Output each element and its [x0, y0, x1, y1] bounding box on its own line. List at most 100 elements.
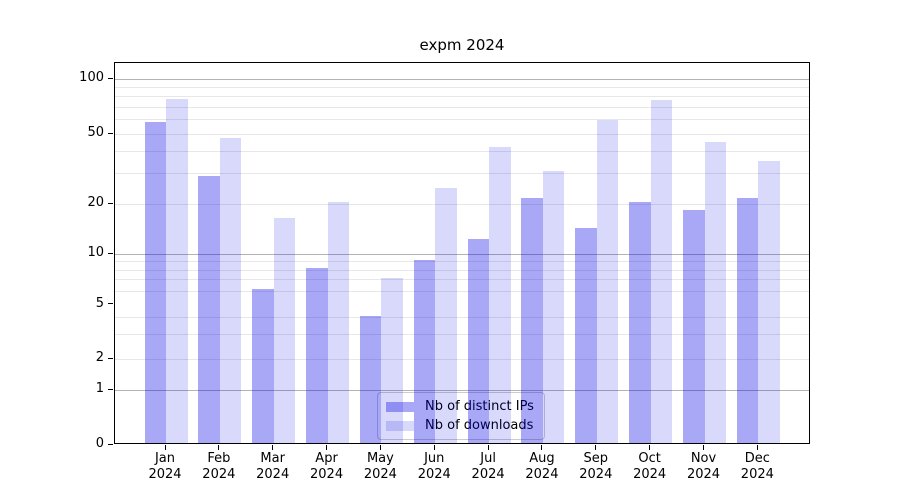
x-tick-year: 2024	[686, 467, 721, 482]
bar-distinct-ips-oct	[629, 202, 651, 443]
y-gridline-minor	[115, 334, 809, 336]
x-tick-mark	[595, 445, 597, 450]
y-tick-label: 1	[95, 381, 104, 396]
bar-distinct-ips-feb	[198, 176, 220, 443]
legend-swatch-distinct-ips	[386, 401, 414, 412]
x-tick-month: Jun	[424, 451, 445, 466]
x-tick-label-feb: Feb 2024	[187, 451, 251, 483]
y-gridline-major	[115, 253, 809, 255]
x-tick-mark	[326, 445, 328, 450]
x-tick-year: 2024	[471, 467, 505, 482]
bar-downloads-aug	[542, 171, 565, 443]
x-tick-year: 2024	[525, 467, 559, 482]
y-gridline-minor	[115, 290, 809, 292]
bar-downloads-oct	[650, 99, 673, 443]
x-tick-year: 2024	[633, 467, 667, 482]
x-tick-year: 2024	[740, 467, 774, 482]
x-tick-month: Dec	[744, 451, 770, 466]
x-tick-label-may: May 2024	[348, 451, 412, 483]
x-tick-label-jan: Jan 2024	[133, 451, 197, 483]
bar-downloads-jun	[435, 188, 457, 443]
x-tick-month: Feb	[207, 451, 231, 466]
y-gridline-minor	[115, 106, 809, 108]
bar-downloads-nov	[704, 141, 726, 443]
x-tick-year: 2024	[363, 467, 397, 482]
y-gridline-minor	[115, 269, 809, 271]
x-tick-label-oct: Oct 2024	[618, 451, 682, 483]
bar-distinct-ips-may	[359, 315, 382, 443]
x-tick-month: Nov	[690, 451, 717, 466]
y-gridline-minor	[115, 358, 809, 360]
bar-distinct-ips-nov	[683, 209, 705, 443]
x-tick-month: Aug	[529, 451, 555, 466]
x-tick-mark	[218, 445, 220, 450]
y-gridline-minor	[115, 172, 809, 174]
x-tick-label-apr: Apr 2024	[295, 451, 359, 483]
x-tick-month: Sep	[583, 451, 609, 466]
bar-downloads-dec	[758, 161, 780, 443]
bar-downloads-mar	[273, 218, 296, 443]
bar-downloads-apr	[327, 202, 350, 443]
y-tick-mark	[108, 132, 113, 134]
y-tick-label: 5	[95, 295, 104, 311]
y-tick-mark	[108, 77, 113, 79]
x-tick-label-sep: Sep 2024	[564, 451, 628, 483]
y-tick-mark	[108, 357, 113, 359]
legend-label: Nb of downloads	[425, 418, 534, 433]
y-gridline-minor	[115, 261, 809, 263]
bar-distinct-ips-apr	[306, 268, 328, 443]
bar-downloads-jan	[166, 98, 188, 443]
y-gridline-minor	[115, 279, 809, 281]
x-tick-year: 2024	[202, 467, 236, 482]
y-tick-label: 100	[79, 70, 104, 85]
y-gridline-minor	[115, 86, 809, 88]
y-tick-mark	[108, 303, 113, 304]
bar-downloads-jul	[489, 147, 511, 443]
y-gridline-minor	[115, 96, 809, 98]
bar-distinct-ips-mar	[252, 289, 274, 443]
y-gridline-major	[115, 78, 809, 80]
bar-downloads-may	[381, 278, 403, 443]
plot-area: Nb of distinct IPs Nb of downloads	[114, 62, 810, 444]
x-tick-mark	[756, 445, 758, 450]
legend: Nb of distinct IPs Nb of downloads	[377, 392, 545, 440]
y-tick-label: 50	[87, 125, 104, 140]
x-tick-year: 2024	[148, 467, 182, 482]
legend-item-distinct-ips: Nb of distinct IPs	[386, 399, 534, 414]
y-tick-label: 10	[87, 245, 104, 260]
x-tick-mark	[433, 445, 435, 450]
x-tick-year: 2024	[579, 467, 613, 482]
x-tick-label-nov: Nov 2024	[672, 451, 736, 483]
bar-distinct-ips-aug	[521, 198, 543, 443]
bar-distinct-ips-jun	[413, 259, 436, 443]
y-gridline-minor	[115, 203, 809, 205]
y-tick-label: 20	[87, 195, 104, 210]
x-tick-month: May	[366, 451, 394, 466]
x-tick-label-dec: Dec 2024	[725, 451, 789, 483]
y-tick-label: 0	[95, 436, 104, 451]
bar-distinct-ips-jan	[144, 121, 166, 443]
x-tick-month: Oct	[638, 451, 661, 466]
x-tick-year: 2024	[256, 467, 290, 482]
x-tick-mark	[164, 445, 166, 450]
x-tick-month: Apr	[315, 451, 338, 466]
x-tick-year: 2024	[310, 467, 344, 482]
x-tick-month: Mar	[260, 451, 285, 466]
x-tick-label-mar: Mar 2024	[241, 451, 305, 483]
x-tick-label-jun: Jun 2024	[402, 451, 466, 483]
y-gridline-minor	[115, 317, 809, 319]
bar-distinct-ips-dec	[736, 198, 759, 443]
bar-downloads-sep	[596, 120, 619, 443]
x-tick-mark	[487, 445, 489, 450]
y-tick-mark	[108, 443, 113, 445]
x-tick-mark	[379, 445, 381, 450]
x-tick-mark	[649, 445, 651, 450]
y-tick-mark	[108, 202, 113, 204]
legend-swatch-downloads	[386, 420, 414, 431]
y-tick-label: 2	[95, 350, 104, 365]
legend-item-downloads: Nb of downloads	[386, 418, 534, 433]
x-tick-year: 2024	[417, 467, 451, 482]
x-tick-month: Jan	[154, 451, 176, 466]
y-tick-mark	[108, 252, 113, 254]
